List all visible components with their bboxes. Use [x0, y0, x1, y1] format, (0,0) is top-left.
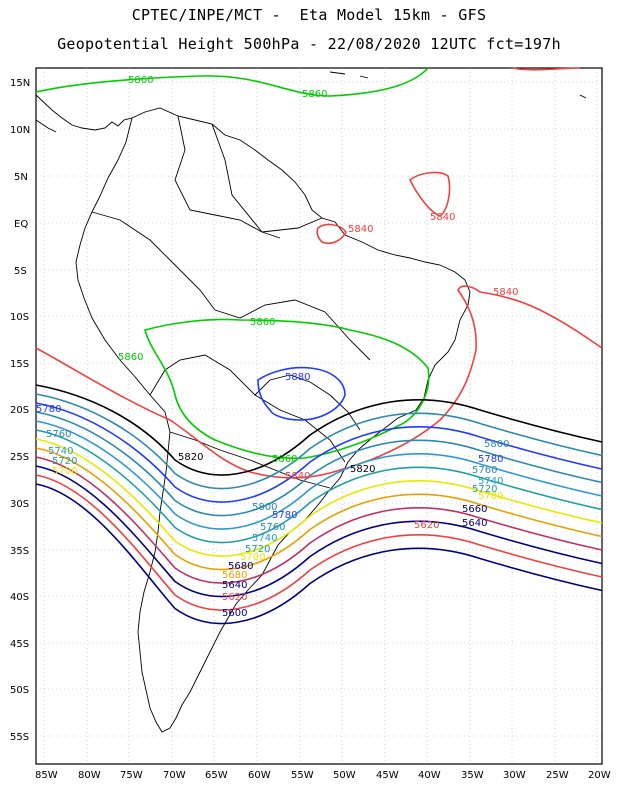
contour-label-5820: 5820 — [178, 452, 203, 463]
gridlines — [36, 68, 602, 764]
chart-title: CPTEC/INPE/MCT - Eta Model 15km - GFS — [131, 6, 487, 24]
contour-5880 — [257, 366, 346, 421]
lat-label: 30S — [10, 499, 29, 510]
contour-5800 — [35, 393, 603, 490]
contour-label-5740: 5740 — [252, 533, 277, 544]
contour-5620 — [35, 474, 603, 611]
lat-label: 55S — [10, 732, 29, 743]
contour-5660 — [35, 456, 603, 584]
lat-label: 20S — [10, 405, 29, 416]
zonal-contours — [35, 384, 603, 625]
lon-label: 35W — [461, 770, 484, 781]
contour-5600 — [35, 483, 603, 625]
lat-label: EQ — [14, 219, 28, 230]
lon-label: 45W — [376, 770, 399, 781]
lat-label: 45S — [10, 639, 29, 650]
contour-label-5860: 5860 — [250, 317, 275, 328]
contour-5720 — [35, 429, 603, 544]
contour-label-5700: 5700 — [52, 466, 77, 477]
contour-5860 — [35, 67, 430, 460]
contour-label-5800: 5800 — [252, 502, 277, 513]
contour-5740 — [35, 420, 603, 530]
contour-label-5840: 5840 — [493, 287, 518, 298]
lat-label: 35S — [10, 546, 29, 557]
contour-5680 — [35, 447, 603, 571]
contour-5840 — [35, 67, 603, 479]
lon-label: 25W — [546, 770, 569, 781]
contour-label-5600: 5600 — [222, 608, 247, 619]
lon-label: 70W — [163, 770, 186, 781]
contour-label-5620: 5620 — [414, 520, 439, 531]
lat-label: 5N — [14, 172, 28, 183]
contour-label-5780: 5780 — [36, 404, 61, 415]
latitude-labels: 15N 10N 5N EQ 5S 10S 15S 20S 25S 30S 35S… — [10, 78, 30, 743]
contour-label-5720: 5720 — [472, 484, 497, 495]
contour-label-5680: 5680 — [228, 561, 253, 572]
contour-label-5700: 5700 — [240, 552, 265, 563]
contour-labels: 5860 5860 5860 5860 5860 5880 5840 5840 … — [36, 75, 518, 619]
contour-label-5840: 5840 — [430, 212, 455, 223]
contour-label-5700: 5700 — [478, 491, 503, 502]
lat-label: 15S — [10, 359, 29, 370]
contour-label-5760: 5760 — [46, 429, 71, 440]
contour-label-5740: 5740 — [478, 476, 503, 487]
lat-label: 50S — [10, 685, 29, 696]
contour-5640 — [35, 465, 603, 598]
contour-5700 — [35, 438, 603, 557]
lon-label: 80W — [78, 770, 101, 781]
contour-5780 — [35, 402, 603, 503]
contour-label-5880: 5880 — [285, 372, 310, 383]
lon-label: 30W — [503, 770, 526, 781]
lon-label: 40W — [418, 770, 441, 781]
contour-label-5820: 5820 — [350, 464, 375, 475]
map-frame — [35, 67, 603, 765]
lat-label: 10S — [10, 312, 29, 323]
contour-label-5660: 5660 — [462, 504, 487, 515]
lon-label: 75W — [120, 770, 143, 781]
chart-subtitle: Geopotential Height 500hPa - 22/08/2020 … — [57, 35, 561, 53]
lon-label: 20W — [588, 770, 611, 781]
lat-label: 5S — [14, 266, 27, 277]
contour-label-5680: 5680 — [222, 570, 247, 581]
contour-5760 — [35, 411, 603, 517]
contour-label-5860: 5860 — [128, 75, 153, 86]
lat-label: 25S — [10, 452, 29, 463]
lon-label: 65W — [205, 770, 228, 781]
lon-label: 85W — [35, 770, 58, 781]
lon-label: 60W — [248, 770, 271, 781]
contour-label-5720: 5720 — [245, 544, 270, 555]
contour-label-5720: 5720 — [52, 456, 77, 467]
contour-label-5780: 5780 — [478, 454, 503, 465]
lat-label: 40S — [10, 592, 29, 603]
lon-label: 55W — [291, 770, 314, 781]
contour-label-5860: 5860 — [118, 352, 143, 363]
contour-label-5860: 5860 — [302, 89, 327, 100]
contour-label-5760: 5760 — [260, 522, 285, 533]
contour-5820 — [35, 384, 603, 476]
lat-label: 10N — [10, 125, 30, 136]
contour-label-5640: 5640 — [462, 518, 487, 529]
contour-label-5640: 5640 — [222, 580, 247, 591]
contour-label-5740: 5740 — [48, 446, 73, 457]
lat-label: 15N — [10, 78, 30, 89]
contour-label-5620: 5620 — [222, 592, 247, 603]
contour-label-5780: 5780 — [272, 510, 297, 521]
contour-label-5840: 5840 — [348, 224, 373, 235]
contour-label-5860: 5860 — [272, 454, 297, 465]
contour-label-5760: 5760 — [472, 465, 497, 476]
longitude-labels: 85W 80W 75W 70W 65W 60W 55W 50W 45W 40W … — [35, 770, 611, 781]
contour-label-5800: 5800 — [484, 439, 509, 450]
contour-label-5840: 5840 — [285, 471, 310, 482]
lon-label: 50W — [333, 770, 356, 781]
